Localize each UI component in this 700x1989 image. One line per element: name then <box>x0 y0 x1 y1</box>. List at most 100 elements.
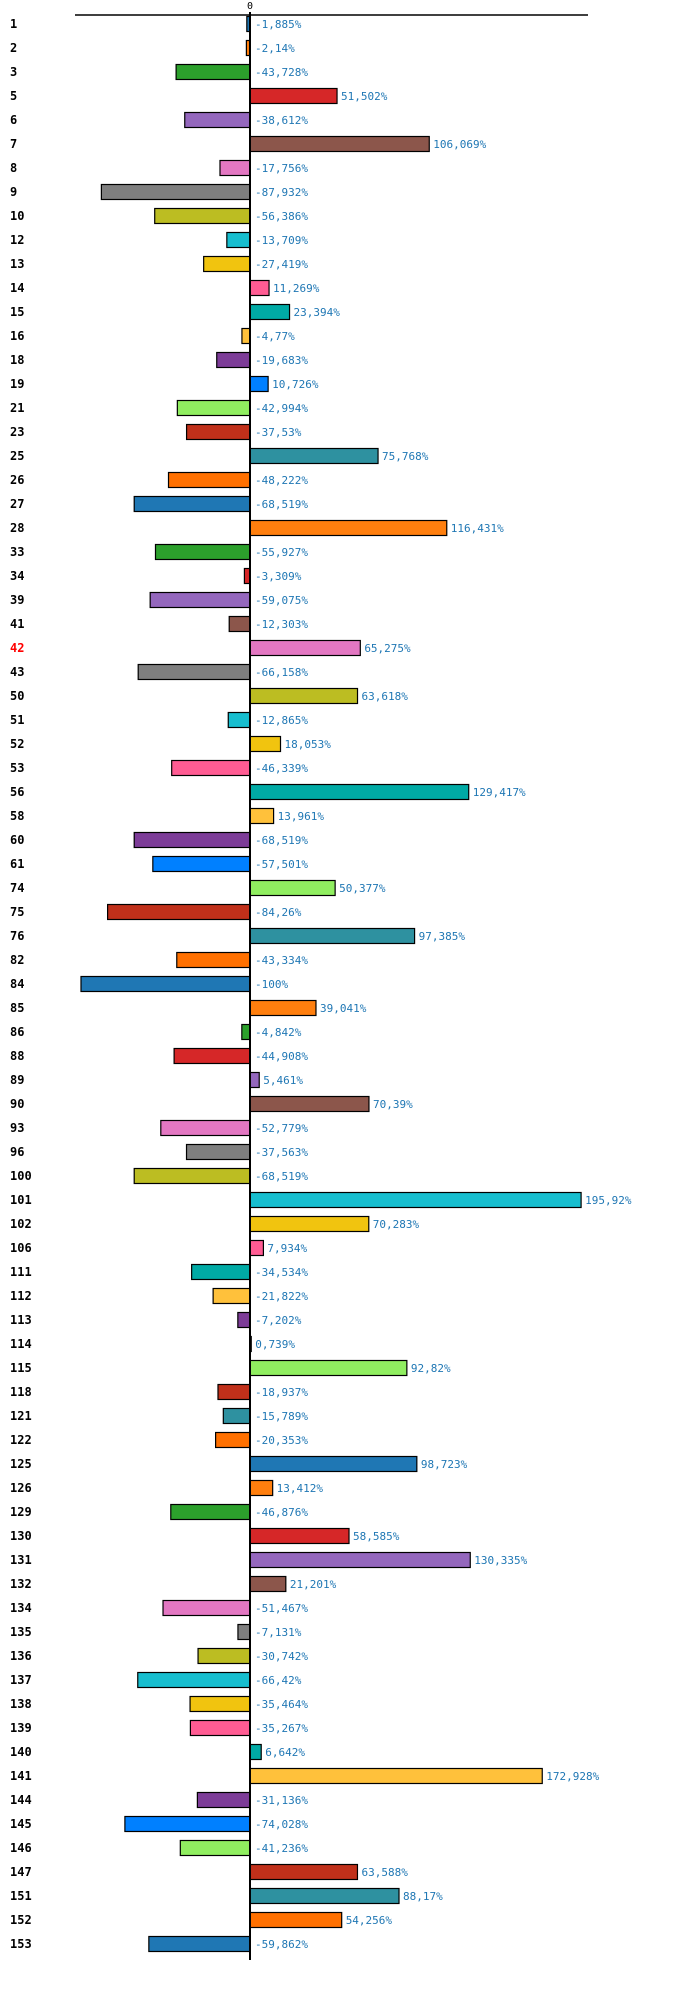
category-label: 113 <box>10 1313 32 1327</box>
value-label: -55,927% <box>255 546 308 559</box>
category-label: 61 <box>10 857 24 871</box>
bar <box>148 1935 251 1953</box>
category-label: 93 <box>10 1121 24 1135</box>
category-label: 101 <box>10 1193 32 1207</box>
category-label: 121 <box>10 1409 32 1423</box>
bar <box>215 1431 251 1449</box>
value-label: -59,075% <box>255 594 308 607</box>
bar <box>249 1551 471 1569</box>
x-tick-label-zero: 0 <box>247 1 253 12</box>
value-label: -1,885% <box>255 18 302 31</box>
bar <box>185 1143 251 1161</box>
category-label: 12 <box>10 233 24 247</box>
value-label: 7,934% <box>267 1242 307 1255</box>
category-label: 26 <box>10 473 24 487</box>
value-label: 65,275% <box>364 642 411 655</box>
category-label: 27 <box>10 497 24 511</box>
value-label: 195,92% <box>585 1194 632 1207</box>
value-label: -68,519% <box>255 834 308 847</box>
value-label: -12,865% <box>255 714 308 727</box>
bar <box>249 1071 260 1089</box>
value-label: -84,26% <box>255 906 302 919</box>
category-label: 14 <box>10 281 24 295</box>
category-label: 51 <box>10 713 24 727</box>
category-label: 151 <box>10 1889 32 1903</box>
value-label: -74,028% <box>255 1818 308 1831</box>
bar <box>249 1911 343 1929</box>
category-label: 34 <box>10 569 24 583</box>
category-label: 114 <box>10 1337 32 1351</box>
bar <box>249 279 270 297</box>
bar <box>249 1239 265 1257</box>
bar <box>100 183 251 201</box>
bar <box>137 663 251 681</box>
category-label: 75 <box>10 905 24 919</box>
value-label: -51,467% <box>255 1602 308 1615</box>
value-label: 13,961% <box>278 810 325 823</box>
bar <box>196 1791 251 1809</box>
category-label: 1 <box>10 17 17 31</box>
bar <box>237 1623 251 1641</box>
value-label: -4,842% <box>255 1026 302 1039</box>
bar <box>154 207 251 225</box>
bar <box>107 903 251 921</box>
category-label: 141 <box>10 1769 32 1783</box>
bar <box>249 1215 370 1233</box>
category-label: 23 <box>10 425 24 439</box>
bar <box>162 1599 251 1617</box>
bar <box>249 447 379 465</box>
value-label: -68,519% <box>255 1170 308 1183</box>
bar <box>216 351 251 369</box>
category-label: 131 <box>10 1553 32 1567</box>
value-label: 116,431% <box>451 522 504 535</box>
value-label: -43,728% <box>255 66 308 79</box>
bar <box>154 543 251 561</box>
category-label: 100 <box>10 1169 32 1183</box>
value-label: 70,283% <box>373 1218 420 1231</box>
category-label: 53 <box>10 761 24 775</box>
bar <box>184 111 251 129</box>
value-label: -31,136% <box>255 1794 308 1807</box>
bar <box>176 399 251 417</box>
value-label: -52,779% <box>255 1122 308 1135</box>
bar <box>189 1695 251 1713</box>
category-label: 135 <box>10 1625 32 1639</box>
bar <box>249 1479 274 1497</box>
category-label: 126 <box>10 1481 32 1495</box>
value-label: -18,937% <box>255 1386 308 1399</box>
category-label: 3 <box>10 65 17 79</box>
category-label: 16 <box>10 329 24 343</box>
bar <box>149 591 251 609</box>
value-label: 21,201% <box>290 1578 337 1591</box>
category-label: 60 <box>10 833 24 847</box>
category-label: 8 <box>10 161 17 175</box>
value-label: -19,683% <box>255 354 308 367</box>
value-label: -21,822% <box>255 1290 308 1303</box>
bar <box>249 1863 359 1881</box>
category-label: 86 <box>10 1025 24 1039</box>
value-label: -4,77% <box>255 330 295 343</box>
bar <box>241 1023 251 1041</box>
value-label: -3,309% <box>255 570 302 583</box>
bar <box>133 831 251 849</box>
value-label: -35,464% <box>255 1698 308 1711</box>
value-label: -35,267% <box>255 1722 308 1735</box>
bar <box>228 615 251 633</box>
bar <box>249 1767 543 1785</box>
bar <box>249 927 416 945</box>
category-label: 96 <box>10 1145 24 1159</box>
bar <box>241 327 251 345</box>
category-label: 146 <box>10 1841 32 1855</box>
value-label: 54,256% <box>346 1914 393 1927</box>
category-label: 85 <box>10 1001 24 1015</box>
bar <box>237 1311 251 1329</box>
category-label: 84 <box>10 977 24 991</box>
bar <box>191 1263 251 1281</box>
bar <box>133 495 251 513</box>
bar <box>249 1527 350 1545</box>
category-label: 111 <box>10 1265 32 1279</box>
bar <box>249 639 361 657</box>
value-label: -34,534% <box>255 1266 308 1279</box>
category-label: 134 <box>10 1601 32 1615</box>
category-label: 132 <box>10 1577 32 1591</box>
